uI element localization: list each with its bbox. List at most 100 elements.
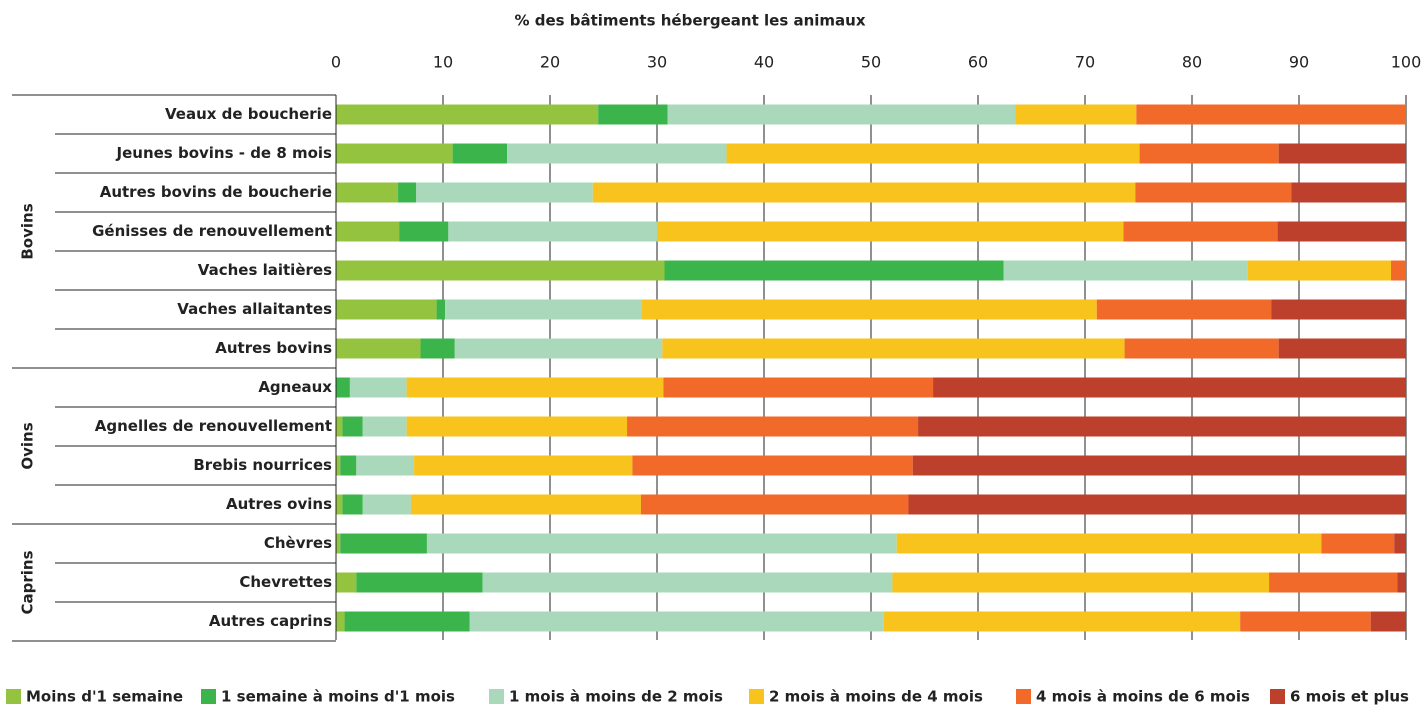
bar-segment <box>448 221 657 242</box>
bar-segment <box>1394 533 1406 554</box>
bar-segment <box>336 533 341 554</box>
x-tick-label: 30 <box>647 53 667 72</box>
bar-segment <box>627 416 919 437</box>
bar-segment <box>336 338 421 359</box>
bar-segment <box>336 572 357 593</box>
bar-segment <box>892 572 1270 593</box>
legend-label: 4 mois à moins de 6 mois <box>1036 688 1250 706</box>
bar-segment <box>452 143 508 164</box>
bar-segment <box>426 533 897 554</box>
x-tick-label: 0 <box>331 53 341 72</box>
bar-segment <box>662 338 1125 359</box>
group-label: Ovins <box>19 422 37 469</box>
bar-segment <box>1139 143 1279 164</box>
bar-segment <box>336 611 345 632</box>
bar-segment <box>640 494 909 515</box>
group-label: Caprins <box>19 550 37 614</box>
bar-segment <box>1123 221 1278 242</box>
bar-segment <box>1277 221 1406 242</box>
x-tick-label: 80 <box>1182 53 1202 72</box>
category-label: Autres ovins <box>226 495 332 513</box>
bar-segment <box>1397 572 1406 593</box>
bar-segment <box>663 377 934 398</box>
bar-segment <box>356 455 415 476</box>
bar-segment <box>1278 143 1406 164</box>
bar-segment <box>336 104 599 125</box>
legend-swatch <box>201 689 216 704</box>
bar-segment <box>657 221 1124 242</box>
legend-swatch <box>1270 689 1285 704</box>
legend-swatch <box>749 689 764 704</box>
category-label: Génisses de renouvellement <box>92 222 332 240</box>
category-label: Jeunes bovins - de 8 mois <box>116 144 333 162</box>
bar-segment <box>344 611 470 632</box>
bar-segment <box>883 611 1241 632</box>
bar-segment <box>933 377 1406 398</box>
bar-segment <box>342 494 363 515</box>
category-label: Vaches laitières <box>198 261 332 279</box>
bar-segment <box>349 377 407 398</box>
bar-segment <box>1269 572 1398 593</box>
bar-segment <box>336 455 341 476</box>
legend-swatch <box>489 689 504 704</box>
category-label: Agneaux <box>258 378 332 396</box>
bar-segment <box>336 221 400 242</box>
bar-segment <box>1321 533 1395 554</box>
bar-segment <box>1247 260 1392 281</box>
bar-segment <box>667 104 1016 125</box>
bar-segment <box>336 377 350 398</box>
bar-segment <box>410 494 641 515</box>
bar-segment <box>414 455 633 476</box>
bar-segment <box>896 533 1322 554</box>
bar-segment <box>454 338 663 359</box>
bar-segment <box>1003 260 1248 281</box>
bar-segment <box>664 260 1004 281</box>
x-tick-label: 10 <box>433 53 453 72</box>
legend-label: 1 semaine à moins d'1 mois <box>221 688 455 706</box>
bar-segment <box>416 182 593 203</box>
bar-segment <box>1391 260 1406 281</box>
legend-swatch <box>1016 689 1031 704</box>
bar-segment <box>340 533 427 554</box>
legend-label: 2 mois à moins de 4 mois <box>769 688 983 706</box>
bar-segment <box>398 182 417 203</box>
bar-segment <box>642 299 1097 320</box>
bar-segment <box>356 572 483 593</box>
bar-segment <box>726 143 1140 164</box>
bar-segment <box>507 143 727 164</box>
x-tick-label: 60 <box>968 53 988 72</box>
bar-segment <box>336 494 343 515</box>
category-label: Autres bovins <box>215 339 332 357</box>
bar-segment <box>445 299 643 320</box>
legend-label: Moins d'1 semaine <box>26 688 183 706</box>
x-tick-label: 20 <box>540 53 560 72</box>
bar-segment <box>1271 299 1406 320</box>
bar-segment <box>336 260 665 281</box>
category-label: Chevrettes <box>239 573 332 591</box>
bar-segment <box>362 494 411 515</box>
bar-segment <box>918 416 1406 437</box>
category-label: Veaux de boucherie <box>165 105 332 123</box>
legend-label: 6 mois et plus <box>1290 688 1409 706</box>
category-label: Chèvres <box>264 534 332 552</box>
bar-segment <box>1240 611 1371 632</box>
bar-segment <box>362 416 407 437</box>
legend-swatch <box>6 689 21 704</box>
category-label: Brebis nourrices <box>193 456 332 474</box>
bar-segment <box>336 416 343 437</box>
bar-segment <box>908 494 1406 515</box>
bar-segment <box>336 299 437 320</box>
bar-segment <box>436 299 446 320</box>
bar-segment <box>592 182 1136 203</box>
x-tick-label: 50 <box>861 53 881 72</box>
bar-segment <box>420 338 455 359</box>
bar-segment <box>482 572 893 593</box>
bar-segment <box>1136 104 1406 125</box>
bar-segment <box>1291 182 1406 203</box>
bar-segment <box>336 182 399 203</box>
x-tick-label: 40 <box>754 53 774 72</box>
x-tick-label: 100 <box>1391 53 1422 72</box>
bar-segment <box>912 455 1406 476</box>
bar-segment <box>406 377 664 398</box>
